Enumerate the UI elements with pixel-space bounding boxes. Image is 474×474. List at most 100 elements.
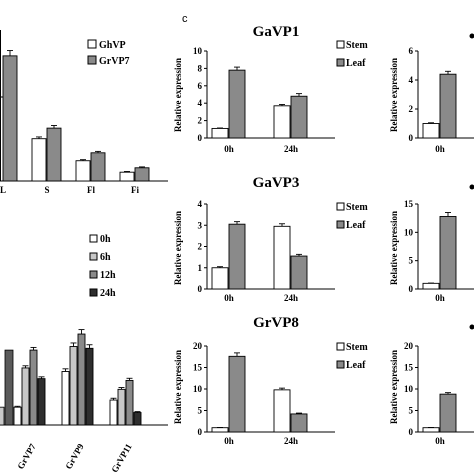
chart-right-3: Relative expression 0 5 10 15 20 0h (389, 341, 474, 446)
legend-gavp1: Stem Leaf (336, 40, 368, 69)
x-tick-label: Fl (87, 185, 95, 195)
bar-ghvp (119, 171, 135, 182)
legend-label-0h: 0h (100, 234, 111, 245)
chart-right-2: Relative expression 0 5 10 15 0h (389, 199, 474, 303)
y-tick-label: 0 (409, 284, 414, 294)
y-tick-label: 4 (198, 199, 203, 209)
legend-swatch-grvp7 (87, 55, 97, 65)
legend-swatch-leaf (336, 360, 345, 369)
bar-12h (77, 333, 86, 426)
bar-24h (85, 347, 94, 426)
y-tick-label: 10 (193, 46, 203, 56)
chart-title-gavp3: GaVP3 (253, 175, 300, 191)
y-tick-label: 1 (198, 263, 203, 273)
cropped-panel-marker (469, 184, 474, 190)
y-tick-label: 5 (409, 256, 414, 266)
x-tick-label: GrVP7 (15, 442, 38, 471)
panel-label-c: c (182, 13, 188, 25)
legend-label-leaf: Leaf (346, 360, 366, 371)
bar-24h (133, 412, 142, 426)
legend-swatch-6h (89, 252, 98, 261)
bar-leaf (439, 216, 457, 290)
bar-stem (211, 267, 229, 290)
legend-label-stem: Stem (346, 40, 368, 51)
legend-swatch-12h (89, 270, 98, 279)
bar-6h (117, 388, 126, 426)
bar-leaf (290, 413, 308, 433)
x-tick-label: L (0, 185, 6, 195)
legend-grvp8: Stem Leaf (336, 342, 368, 371)
chart-title-gavp1: GaVP1 (253, 24, 300, 40)
legend-label-grvp7: GrVP7 (99, 56, 130, 67)
chart-gavp1: GaVP1 Relative expression 0 2 4 6 8 10 0h 24h S… (173, 24, 368, 154)
y-tick-label: 15 (404, 199, 414, 209)
bar-grvp7 (90, 152, 106, 182)
y-axis-title-gavp3: Relative expression (173, 211, 183, 285)
bar-leaf (228, 355, 246, 433)
legend-swatch-0h (89, 234, 98, 243)
bar-leaf (228, 69, 246, 139)
legend-swatch-24h (89, 288, 98, 297)
cropped-panel-marker (469, 33, 474, 39)
y-tick-label: 20 (404, 341, 414, 351)
x-tick-label: 0h (435, 436, 445, 446)
y-tick-label: 6 (198, 81, 203, 91)
bar-stem (211, 127, 229, 139)
y-axis-title-gavp1: Relative expression (173, 58, 183, 132)
x-tick-label: 0h (224, 436, 234, 446)
chart-right-1: Relative expression 0 2 4 6 0h (389, 46, 474, 154)
y-tick-label: 6 (409, 46, 414, 56)
y-tick-label: 4 (198, 98, 203, 108)
y-tick-label: 0 (198, 427, 203, 437)
y-tick-label: 15 (404, 363, 414, 373)
x-tick-label: Fi (131, 185, 139, 195)
bar-cropped (0, 406, 5, 426)
bar-0h (13, 406, 22, 426)
bar-24h (37, 378, 46, 426)
legend-label-12h: 12h (100, 270, 116, 281)
legend-swatch-leaf (336, 220, 345, 229)
chart-title-grvp8: GrVP8 (253, 315, 299, 331)
x-tick-label: S (44, 185, 49, 195)
y-tick-label: 2 (198, 116, 203, 126)
bar-leaf (290, 95, 308, 139)
y-axis-title-right-3: Relative expression (389, 350, 399, 424)
legend-label-24h: 24h (100, 288, 116, 299)
x-tick-label: 24h (284, 436, 298, 446)
bar-stem (422, 282, 440, 290)
y-tick-label: 5 (409, 406, 414, 416)
bar-leaf (439, 73, 457, 139)
bar-ghvp (75, 160, 91, 182)
y-tick-label: 3 (198, 220, 203, 230)
chart-time-course: GrVP7 GrVP9 GrVP11 0h 6h 12h 24h (0, 234, 168, 474)
bar-cropped (4, 349, 14, 426)
bar-stem (273, 225, 291, 290)
bar-0h (61, 371, 70, 426)
x-tick-label: 0h (435, 293, 445, 303)
chart-gavp3: GaVP3 Relative expression 0 1 2 3 4 0h 24h Ste… (173, 175, 368, 303)
legend-time: 0h 6h 12h 24h (89, 234, 116, 299)
y-axis-title-right-1: Relative expression (389, 58, 399, 132)
x-tick-label: 0h (224, 293, 234, 303)
legend-swatch-leaf (336, 58, 345, 67)
bar-stem (211, 427, 229, 433)
bar-leaf (290, 255, 308, 290)
bar-ghvp (31, 138, 47, 182)
x-tick-label: 0h (435, 144, 445, 154)
bar-stem (273, 105, 291, 139)
chart-tissue-expression: L S Fl Fi GhVP GrVP7 (0, 30, 168, 195)
y-tick-label: 8 (198, 63, 203, 73)
x-tick-label: 0h (224, 144, 234, 154)
legend-label-stem: Stem (346, 342, 368, 353)
x-tick-label: GrVP9 (63, 442, 86, 471)
y-tick-label: 2 (409, 104, 414, 114)
legend-swatch-stem (336, 40, 345, 49)
legend-label-ghvp: GhVP (99, 40, 126, 51)
y-tick-label: 0 (198, 284, 203, 294)
y-tick-label: 0 (409, 133, 414, 143)
bar-leaf (228, 223, 246, 290)
y-tick-label: 20 (193, 341, 203, 351)
y-tick-label: 10 (404, 384, 414, 394)
legend-label-leaf: Leaf (346, 58, 366, 69)
